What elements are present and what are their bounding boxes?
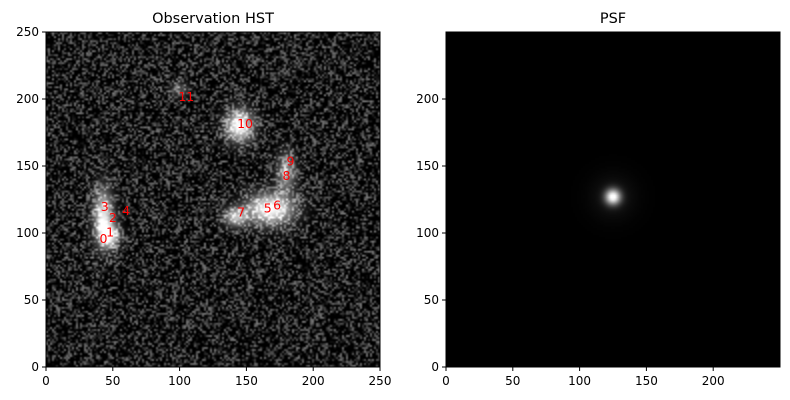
source-label: 9 <box>287 153 295 168</box>
source-label: 6 <box>273 198 281 213</box>
y-tick-label: 100 <box>416 226 439 240</box>
x-tick-label: 0 <box>442 374 450 388</box>
x-tick-label: 100 <box>168 374 191 388</box>
x-tick-label: 0 <box>42 374 50 388</box>
panel-psf: PSF 0 50 100 150 200 0 50 100 150 200 <box>416 11 781 388</box>
source-label: 4 <box>122 203 130 218</box>
y-tick-label: 150 <box>416 159 439 173</box>
x-tick-label: 100 <box>568 374 591 388</box>
x-tick-label: 50 <box>105 374 120 388</box>
y-tick-label: 100 <box>16 226 39 240</box>
y-tick-label: 200 <box>16 92 39 106</box>
x-tick-label: 200 <box>702 374 725 388</box>
axes-frame-psf <box>445 31 781 368</box>
source-label: 10 <box>237 116 253 131</box>
axes-frame-observation <box>45 31 381 368</box>
image-raster <box>46 32 380 367</box>
source-label: 11 <box>178 89 194 104</box>
x-tick-label: 200 <box>302 374 325 388</box>
source-label: 0 <box>99 231 107 246</box>
image-raster <box>446 32 780 367</box>
x-tick-label: 150 <box>635 374 658 388</box>
axis-ticks-psf: 0 50 100 150 200 0 50 100 150 200 <box>416 92 725 388</box>
observation-image <box>46 32 380 367</box>
y-tick-label: 0 <box>31 360 39 374</box>
psf-image <box>446 32 780 367</box>
y-tick-label: 50 <box>424 293 439 307</box>
source-label: 1 <box>106 225 114 240</box>
source-label: 7 <box>237 204 245 219</box>
x-tick-label: 250 <box>369 374 392 388</box>
panel-title-psf: PSF <box>600 11 626 27</box>
y-tick-label: 150 <box>16 159 39 173</box>
source-label: 5 <box>264 200 272 215</box>
source-label: 8 <box>283 168 291 183</box>
y-tick-label: 0 <box>431 360 439 374</box>
panel-title-observation: Observation HST <box>152 11 274 27</box>
source-label: 3 <box>101 199 109 214</box>
x-tick-label: 50 <box>505 374 520 388</box>
y-tick-label: 250 <box>16 25 39 39</box>
source-label: 2 <box>109 210 117 225</box>
x-tick-label: 150 <box>235 374 258 388</box>
y-tick-label: 50 <box>24 293 39 307</box>
y-tick-label: 200 <box>416 92 439 106</box>
